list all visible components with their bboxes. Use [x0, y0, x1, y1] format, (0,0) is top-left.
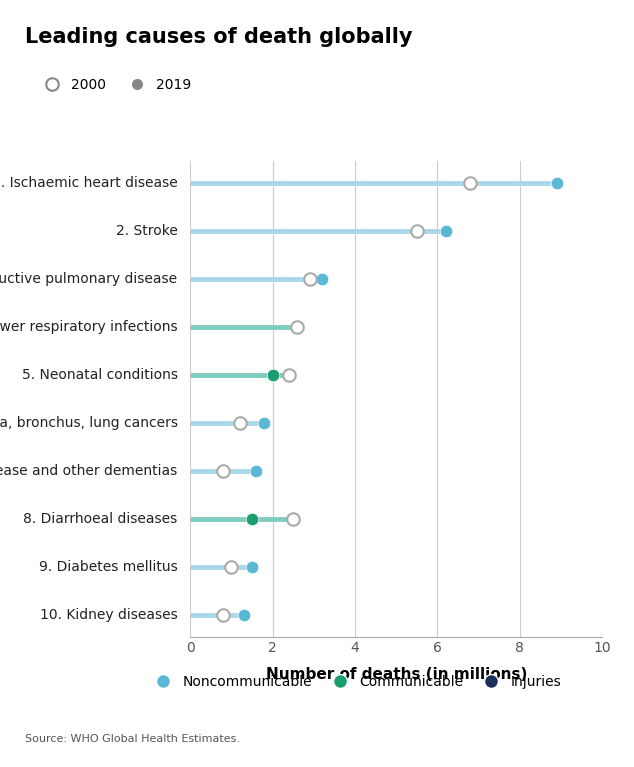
X-axis label: Number of deaths (in millions): Number of deaths (in millions) — [266, 667, 527, 682]
Text: 10. Kidney diseases: 10. Kidney diseases — [40, 608, 178, 622]
Legend: 2000, 2019: 2000, 2019 — [32, 72, 197, 97]
Text: 3. Chronic obstructive pulmonary disease: 3. Chronic obstructive pulmonary disease — [0, 272, 178, 286]
Text: Leading causes of death globally: Leading causes of death globally — [25, 27, 413, 47]
Text: 5. Neonatal conditions: 5. Neonatal conditions — [22, 368, 178, 382]
Text: Source: WHO Global Health Estimates.: Source: WHO Global Health Estimates. — [25, 734, 240, 744]
Text: 1. Ischaemic heart disease: 1. Ischaemic heart disease — [0, 176, 178, 189]
Text: 2. Stroke: 2. Stroke — [115, 224, 178, 238]
Text: 8. Diarrhoeal diseases: 8. Diarrhoeal diseases — [23, 512, 178, 526]
Text: 9. Diabetes mellitus: 9. Diabetes mellitus — [39, 560, 178, 574]
Text: 7. Alzheimer’s disease and other dementias: 7. Alzheimer’s disease and other dementi… — [0, 464, 178, 478]
Legend: Noncommunicable, Communicable, Injuries: Noncommunicable, Communicable, Injuries — [143, 670, 567, 695]
Text: 4. Lower respiratory infections: 4. Lower respiratory infections — [0, 320, 178, 334]
Text: 6. Trachea, bronchus, lung cancers: 6. Trachea, bronchus, lung cancers — [0, 416, 178, 430]
